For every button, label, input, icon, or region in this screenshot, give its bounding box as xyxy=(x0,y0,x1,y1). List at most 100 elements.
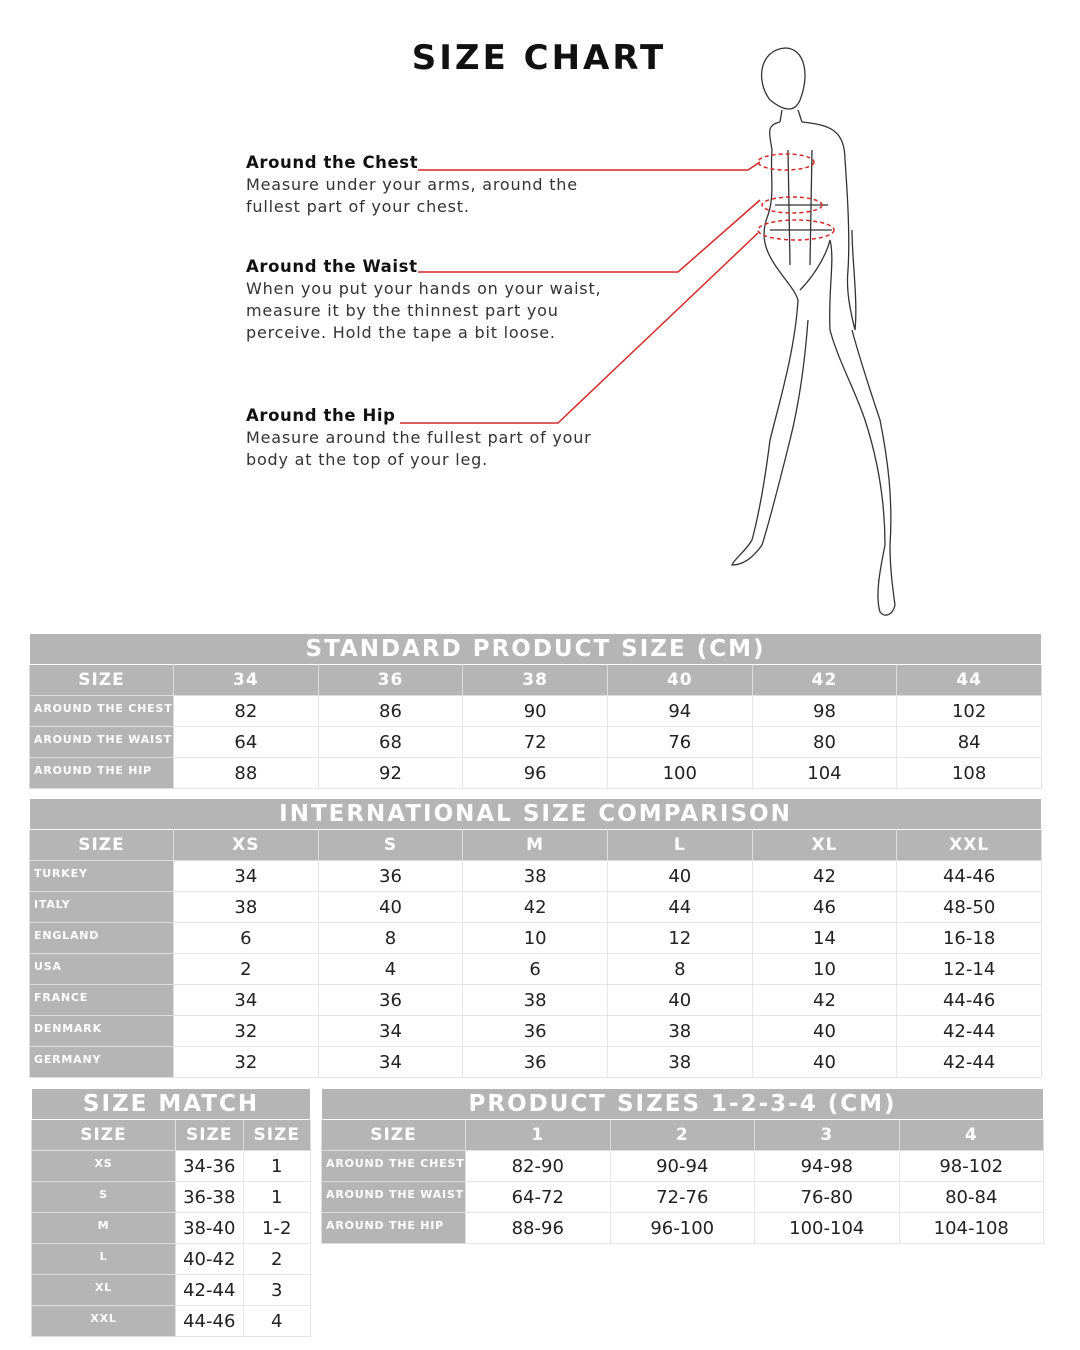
table-cell: 38 xyxy=(606,1015,753,1047)
table-caption: SIZE MATCH xyxy=(31,1088,311,1120)
table-row: AROUND THE WAIST 64-72 72-76 76-80 80-84 xyxy=(321,1181,1044,1213)
table-cell: 36 xyxy=(317,984,464,1016)
column-header: 1 xyxy=(465,1119,611,1151)
table-row: FRANCE 34 36 38 40 42 44-46 xyxy=(29,984,1042,1016)
column-header: XS xyxy=(173,829,319,861)
header-row: SIZE 34 36 38 40 42 44 xyxy=(29,664,1042,696)
table-cell: 82-90 xyxy=(465,1150,611,1182)
measurement-lines xyxy=(400,153,835,424)
table-cell: 98-102 xyxy=(898,1150,1044,1182)
table-row: ENGLAND 6 8 10 12 14 16-18 xyxy=(29,922,1042,954)
row-label: ITALY xyxy=(29,891,174,923)
column-header: SIZE xyxy=(242,1119,311,1151)
waist-label: Around the Waist xyxy=(246,257,418,276)
table-cell: 40 xyxy=(751,1015,898,1047)
table-cell: 94 xyxy=(606,695,753,727)
table-cell: 88-96 xyxy=(465,1212,611,1244)
table-cell: 12-14 xyxy=(896,953,1042,985)
table-cell: 42-44 xyxy=(896,1015,1042,1047)
table-cell: 42 xyxy=(462,891,608,923)
table-cell: 88 xyxy=(173,757,319,789)
column-header: SIZE xyxy=(321,1119,466,1151)
column-header: SIZE xyxy=(31,1119,176,1151)
table-cell: 108 xyxy=(896,757,1042,789)
waist-pointer-line xyxy=(418,199,761,273)
table-cell: 46 xyxy=(751,891,898,923)
table-cell: 40-42 xyxy=(175,1243,244,1275)
table-row: S 36-38 1 xyxy=(31,1181,311,1213)
row-label: TURKEY xyxy=(29,860,174,892)
table-cell: 86 xyxy=(317,695,464,727)
table-cell: 102 xyxy=(896,695,1042,727)
table-cell: 14 xyxy=(751,922,898,954)
table-cell: 10 xyxy=(751,953,898,985)
table-cell: 68 xyxy=(317,726,464,758)
table-row: AROUND THE HIP 88 92 96 100 104 108 xyxy=(29,757,1042,789)
table-cell: 34 xyxy=(317,1015,464,1047)
table-cell: 82 xyxy=(173,695,319,727)
table-cell: 36 xyxy=(317,860,464,892)
table-row: AROUND THE WAIST 64 68 72 76 80 84 xyxy=(29,726,1042,758)
chest-measurement: Around the Chest Measure under your arms… xyxy=(246,152,646,218)
table-cell: 48-50 xyxy=(896,891,1042,923)
column-header: SIZE xyxy=(175,1119,244,1151)
chest-desc: Measure under your arms, around the full… xyxy=(246,175,578,216)
row-label: AROUND THE WAIST xyxy=(29,726,174,758)
table-cell: 4 xyxy=(242,1305,311,1337)
table-cell: 6 xyxy=(173,922,319,954)
table-row: USA 2 4 6 8 10 12-14 xyxy=(29,953,1042,985)
table-cell: 42 xyxy=(751,860,898,892)
table-cell: 38 xyxy=(462,860,608,892)
table-cell: 72-76 xyxy=(609,1181,755,1213)
table-cell: 34-36 xyxy=(175,1150,244,1182)
table-cell: 90-94 xyxy=(609,1150,755,1182)
waist-desc: When you put your hands on your waist, m… xyxy=(246,279,602,342)
table-cell: 92 xyxy=(317,757,464,789)
table-cell: 2 xyxy=(242,1243,311,1275)
row-label: DENMARK xyxy=(29,1015,174,1047)
row-label: FRANCE xyxy=(29,984,174,1016)
table-cell: 72 xyxy=(462,726,608,758)
table-cell: 34 xyxy=(173,860,319,892)
table-row: XL 42-44 3 xyxy=(31,1274,311,1306)
table-cell: 38 xyxy=(606,1046,753,1078)
table-cell: 10 xyxy=(462,922,608,954)
table-cell: 40 xyxy=(606,984,753,1016)
table-cell: 42-44 xyxy=(175,1274,244,1306)
table-cell: 44 xyxy=(606,891,753,923)
table-cell: 38 xyxy=(462,984,608,1016)
table-row: M 38-40 1-2 xyxy=(31,1212,311,1244)
table-cell: 64-72 xyxy=(465,1181,611,1213)
column-header: 4 xyxy=(898,1119,1044,1151)
table-cell: 32 xyxy=(173,1046,319,1078)
waist-measurement: Around the Waist When you put your hands… xyxy=(246,256,646,344)
mannequin-outline xyxy=(731,47,896,616)
international-size-table: INTERNATIONAL SIZE COMPARISON SIZE XS S M L XL… xyxy=(29,798,1042,1078)
column-header: 44 xyxy=(896,664,1042,696)
row-label: AROUND THE WAIST xyxy=(321,1181,466,1213)
table-cell: 100-104 xyxy=(754,1212,900,1244)
row-label: USA xyxy=(29,953,174,985)
table-cell: 4 xyxy=(317,953,464,985)
chest-pointer-line xyxy=(418,161,761,171)
mannequin-figure xyxy=(400,47,896,616)
table-cell: 64 xyxy=(173,726,319,758)
table-row: AROUND THE CHEST 82-90 90-94 94-98 98-102 xyxy=(321,1150,1044,1182)
column-header: 38 xyxy=(462,664,608,696)
column-header: SIZE xyxy=(29,664,174,696)
table-cell: 12 xyxy=(606,922,753,954)
table-cell: 76-80 xyxy=(754,1181,900,1213)
row-label: AROUND THE CHEST xyxy=(29,695,174,727)
table-cell: 2 xyxy=(173,953,319,985)
table-row: AROUND THE HIP 88-96 96-100 100-104 104-108 xyxy=(321,1212,1044,1244)
row-label: AROUND THE HIP xyxy=(29,757,174,789)
row-label: ENGLAND xyxy=(29,922,174,954)
column-header: M xyxy=(462,829,608,861)
table-cell: 44-46 xyxy=(896,860,1042,892)
caption-row: INTERNATIONAL SIZE COMPARISON xyxy=(29,798,1042,830)
table-cell: 1 xyxy=(242,1150,311,1182)
column-header: 3 xyxy=(754,1119,900,1151)
header-row: SIZE 1 2 3 4 xyxy=(321,1119,1044,1151)
caption-row: STANDARD PRODUCT SIZE (CM) xyxy=(29,633,1042,665)
table-cell: 36 xyxy=(462,1015,608,1047)
